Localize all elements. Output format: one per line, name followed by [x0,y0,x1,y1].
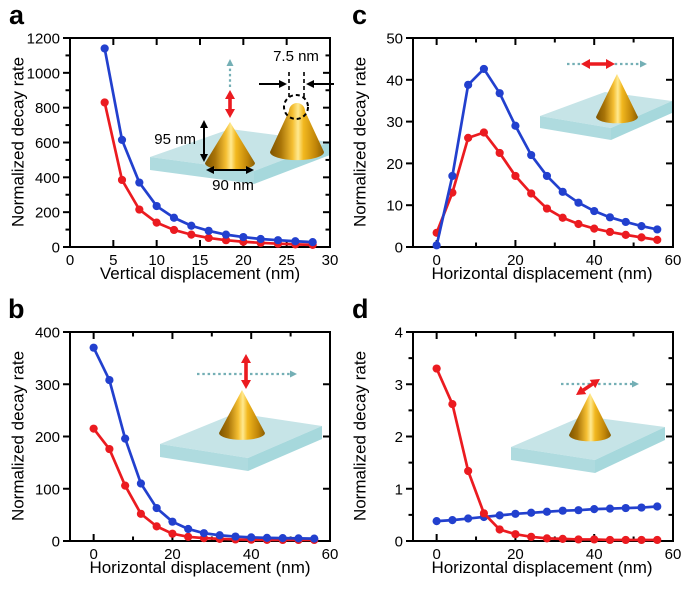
inset-d [511,379,665,473]
svg-text:100: 100 [35,481,60,498]
inset-a [150,59,334,184]
inset-cone-height-label: 95 nm [154,131,196,148]
series-blue-a [100,44,317,247]
svg-text:20: 20 [507,546,524,563]
svg-text:200: 200 [35,205,60,222]
panel-c-chart: 0 20 40 60 0 10 20 30 40 50 [386,31,681,270]
svg-text:200: 200 [35,429,60,446]
svg-text:0: 0 [395,240,403,257]
ticks-c: 0 20 40 60 0 10 20 30 40 50 [386,31,681,270]
panel-b-chart: 0 20 40 60 0 100 200 300 400 [35,325,339,564]
ticks-d: 0 20 40 60 0 1 2 3 4 [395,325,682,564]
panel-label-b: b [8,294,25,324]
axes-box-c [412,37,674,248]
svg-text:20: 20 [235,252,252,269]
svg-text:4: 4 [395,325,403,342]
svg-text:5: 5 [109,252,117,269]
svg-text:0: 0 [432,546,440,563]
svg-text:50: 50 [386,31,403,48]
svg-text:15: 15 [192,252,209,269]
svg-text:400: 400 [35,325,60,342]
panel-label-d: d [352,294,369,324]
svg-text:300: 300 [35,377,60,394]
panel-d-chart: 0 20 40 60 0 1 2 3 4 [395,325,682,564]
svg-text:0: 0 [432,252,440,269]
svg-text:800: 800 [35,100,60,117]
series-blue-d [432,502,662,526]
svg-text:25: 25 [278,252,295,269]
svg-text:60: 60 [665,546,682,563]
panel-a-ylabel: Normalized decay rate [8,56,28,228]
panel-a-chart: 0 5 10 15 20 25 30 0 200 400 600 800 1000 1200 [27,31,339,270]
series-blue-c [432,64,662,250]
series-blue-b [89,343,319,543]
svg-text:20: 20 [507,252,524,269]
inset-c [540,59,672,140]
svg-text:3: 3 [395,377,403,394]
panel-label-c: c [352,0,368,30]
svg-text:20: 20 [164,546,181,563]
svg-text:40: 40 [243,546,260,563]
svg-text:0: 0 [66,252,74,269]
svg-text:10: 10 [148,252,165,269]
svg-text:40: 40 [586,252,603,269]
svg-text:400: 400 [35,170,60,187]
svg-text:600: 600 [35,135,60,152]
panel-c-xlabel: Horizontal displacement (nm) [431,264,653,283]
svg-text:1000: 1000 [27,65,60,82]
svg-text:0: 0 [52,240,60,257]
panel-a-xlabel: Vertical displacement (nm) [99,264,301,283]
svg-text:30: 30 [386,114,403,131]
panel-d-ylabel: Normalized decay rate [350,350,370,522]
svg-text:40: 40 [586,546,603,563]
svg-text:1: 1 [395,481,403,498]
svg-text:1200: 1200 [27,31,60,48]
svg-text:60: 60 [322,546,339,563]
svg-text:0: 0 [395,534,403,551]
svg-text:0: 0 [52,534,60,551]
svg-text:10: 10 [386,198,403,215]
panel-c-ylabel: Normalized decay rate [350,56,370,228]
inset-tip-diameter-label: 7.5 nm [273,48,319,65]
series-red-c [432,128,662,244]
panel-b-ylabel: Normalized decay rate [8,350,28,522]
inset-b [160,354,322,471]
panel-label-a: a [9,0,25,30]
svg-text:60: 60 [665,252,682,269]
panel-b-xlabel: Horizontal displacement (nm) [89,558,311,577]
svg-text:0: 0 [89,546,97,563]
svg-text:20: 20 [386,156,403,173]
svg-text:2: 2 [395,429,403,446]
panel-d-xlabel: Horizontal displacement (nm) [431,558,653,577]
svg-text:30: 30 [322,252,339,269]
svg-text:40: 40 [386,72,403,89]
series-red-d [432,364,662,545]
inset-cone-base-label: 90 nm [212,177,254,194]
ticks-a: 0 5 10 15 20 25 30 0 200 400 600 800 1000 1200 [27,31,339,270]
